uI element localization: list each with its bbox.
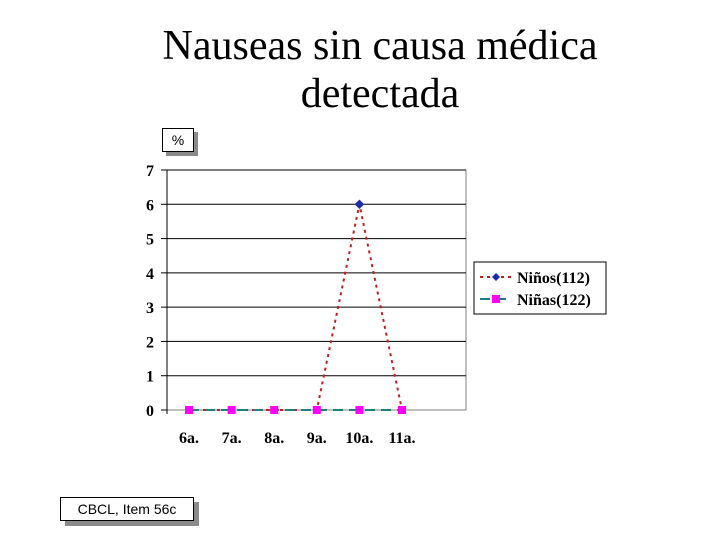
chart-title-line-2: detectada — [300, 71, 460, 117]
data-point — [270, 406, 279, 414]
x-tick-label: 7a. — [222, 430, 242, 447]
source-note: CBCL, Item 56c — [60, 497, 194, 521]
y-axis-unit-label: % — [162, 128, 194, 152]
plot-area — [166, 169, 467, 411]
y-tick-label: 3 — [146, 300, 154, 317]
x-tick-label: 11a. — [388, 430, 415, 447]
y-tick-label: 5 — [146, 232, 154, 249]
y-tick-label: 7 — [146, 163, 154, 180]
y-tick-label: 4 — [146, 266, 154, 283]
legend-marker — [492, 273, 500, 281]
data-point — [312, 406, 321, 414]
legend-marker — [492, 295, 500, 303]
x-tick-label: 6a. — [179, 430, 199, 447]
y-tick-label: 0 — [146, 403, 154, 420]
data-point — [227, 406, 236, 414]
data-point — [398, 406, 406, 414]
data-point — [355, 406, 364, 414]
legend — [473, 261, 607, 315]
data-point — [185, 406, 193, 414]
x-tick-label: 10a. — [345, 430, 373, 447]
legend-label: Niños(112) — [517, 270, 590, 287]
x-tick-label: 9a. — [307, 430, 327, 447]
x-tick-label: 8a. — [264, 430, 284, 447]
legend-label: Niñas(122) — [517, 292, 591, 309]
chart-title: Nauseas sin causa médica detectada — [120, 22, 640, 118]
y-tick-label: 6 — [146, 197, 154, 214]
y-tick-label: 2 — [146, 334, 154, 351]
data-point — [354, 199, 365, 209]
chart-title-line-1: Nauseas sin causa médica — [162, 23, 598, 69]
y-tick-label: 1 — [146, 369, 154, 386]
